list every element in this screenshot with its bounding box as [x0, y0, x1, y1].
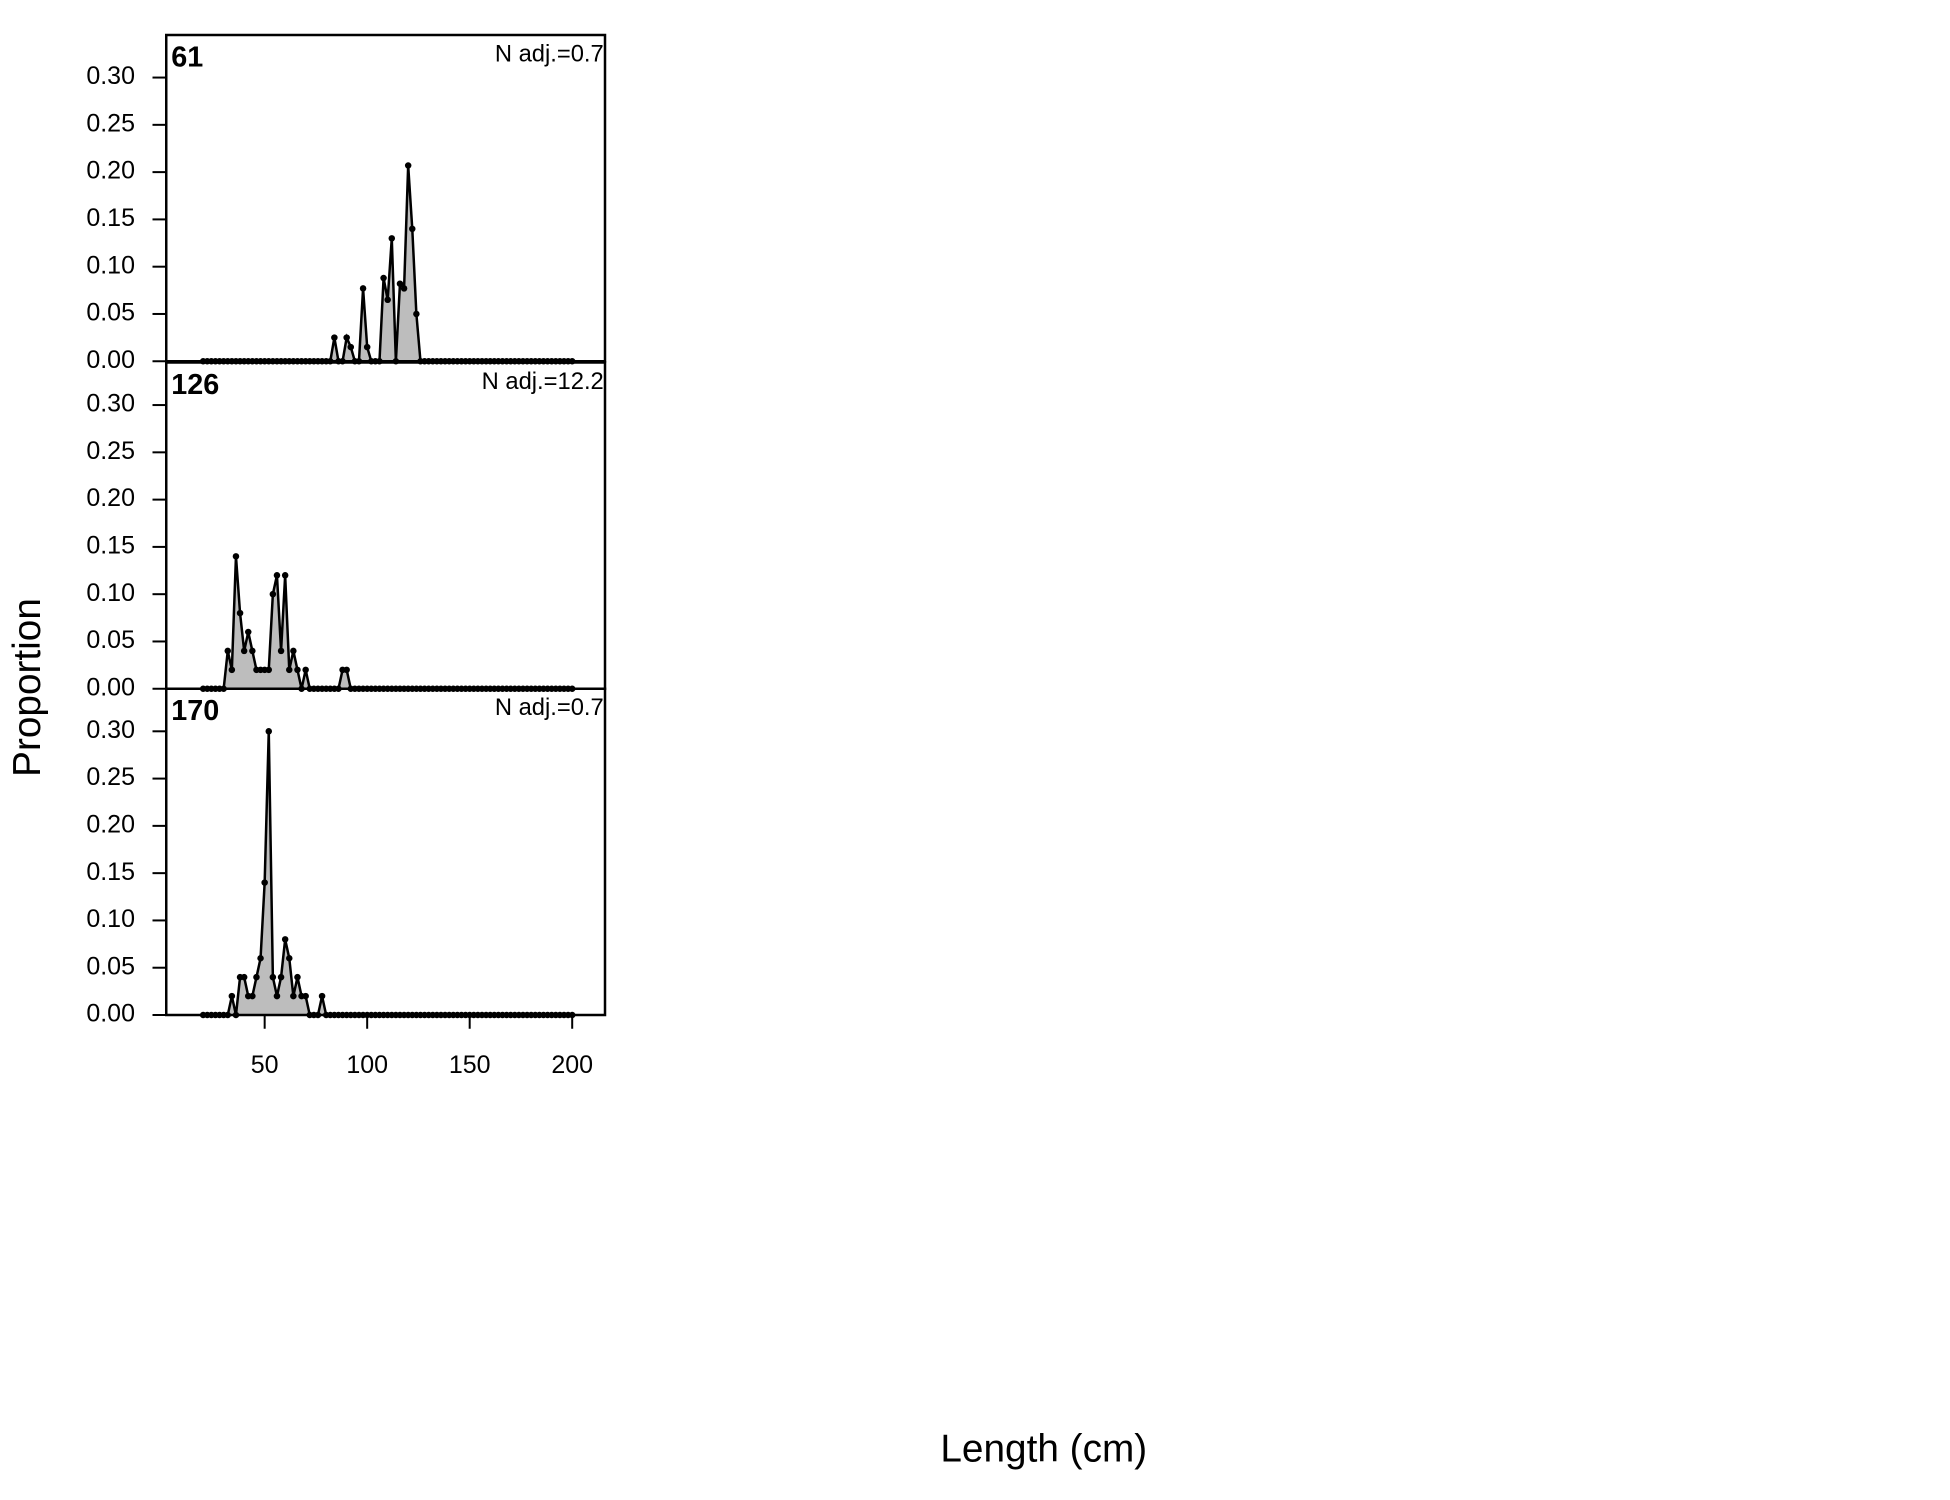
panel-frame — [165, 687, 607, 1017]
data-point — [265, 666, 273, 674]
data-point — [286, 955, 293, 962]
y-tick-label: 0.20 — [86, 810, 135, 838]
panel-annotation: N adj.=0.7 — [495, 40, 604, 67]
y-tick-label: 0.15 — [86, 532, 135, 560]
data-point — [228, 992, 236, 1000]
panel-annotation: N adj.=12.2 — [482, 368, 604, 395]
x-tick-label: 150 — [449, 1051, 491, 1079]
data-point — [240, 973, 248, 981]
y-tick-label: 0.00 — [86, 346, 135, 374]
data-point — [409, 225, 416, 233]
data-point — [245, 628, 252, 636]
panel-title: 61 — [171, 41, 203, 73]
data-point — [331, 334, 338, 341]
data-point — [240, 647, 248, 655]
y-tick-label: 0.20 — [86, 157, 135, 185]
y-tick-label: 0.25 — [86, 109, 135, 137]
data-point — [281, 572, 289, 579]
panel-annotation: N adj.=0.7 — [495, 694, 604, 721]
data-point — [388, 235, 396, 242]
y-tick-label: 0.30 — [86, 62, 135, 90]
data-point — [277, 973, 285, 981]
y-tick-label: 0.15 — [86, 858, 135, 886]
data-point — [290, 992, 297, 1000]
data-point — [384, 296, 391, 304]
data-line — [203, 731, 573, 1017]
y-tick-label: 0.30 — [86, 390, 135, 418]
area-fill — [203, 165, 573, 362]
y-axis-label: Proportion — [6, 598, 49, 777]
data-point — [413, 310, 420, 318]
panel-title: 170 — [171, 695, 219, 727]
y-tick-label: 0.15 — [86, 204, 135, 232]
y-tick-label: 0.25 — [86, 437, 135, 465]
data-point — [228, 666, 236, 674]
data-point — [359, 285, 367, 292]
data-point — [273, 992, 281, 1000]
data-point — [261, 879, 268, 886]
data-point — [236, 609, 244, 617]
data-point — [286, 666, 293, 674]
data-point — [294, 666, 301, 674]
y-tick-label: 0.05 — [86, 626, 135, 654]
data-point — [343, 334, 350, 341]
data-point — [302, 666, 309, 674]
data-point — [249, 647, 256, 655]
y-tick-label: 0.30 — [86, 716, 135, 744]
data-point — [224, 647, 232, 655]
x-tick-label: 50 — [251, 1051, 279, 1079]
data-point — [269, 973, 277, 981]
data-point — [400, 285, 408, 292]
y-tick-label: 0.00 — [86, 673, 135, 701]
data-point — [404, 162, 412, 169]
data-point — [277, 647, 285, 655]
x-tick-label: 200 — [551, 1051, 593, 1079]
data-point — [232, 553, 240, 560]
data-point — [253, 973, 260, 981]
y-tick-label: 0.05 — [86, 299, 135, 327]
area-fill — [203, 556, 573, 689]
x-tick-label: 100 — [346, 1051, 388, 1079]
data-point — [343, 666, 350, 674]
y-tick-label: 0.10 — [86, 579, 135, 607]
data-point — [281, 936, 289, 943]
y-tick-label: 0.25 — [86, 763, 135, 791]
data-point — [249, 992, 256, 1000]
data-point — [294, 973, 301, 981]
data-point — [380, 274, 387, 282]
data-point — [273, 572, 281, 579]
y-tick-label: 0.20 — [86, 484, 135, 512]
y-tick-label: 0.10 — [86, 905, 135, 933]
data-point — [257, 955, 264, 962]
data-point — [363, 343, 371, 351]
y-tick-label: 0.10 — [86, 251, 135, 279]
data-point — [269, 590, 277, 598]
y-tick-label: 0.05 — [86, 952, 135, 980]
data-point — [302, 992, 309, 1000]
data-point — [396, 280, 404, 287]
panel-title: 126 — [171, 369, 219, 401]
data-point — [318, 992, 326, 1000]
data-point — [265, 728, 273, 735]
y-tick-label: 0.00 — [86, 1000, 135, 1028]
data-point — [290, 647, 297, 655]
data-point — [347, 343, 355, 351]
x-axis-label: Length (cm) — [940, 1427, 1147, 1470]
